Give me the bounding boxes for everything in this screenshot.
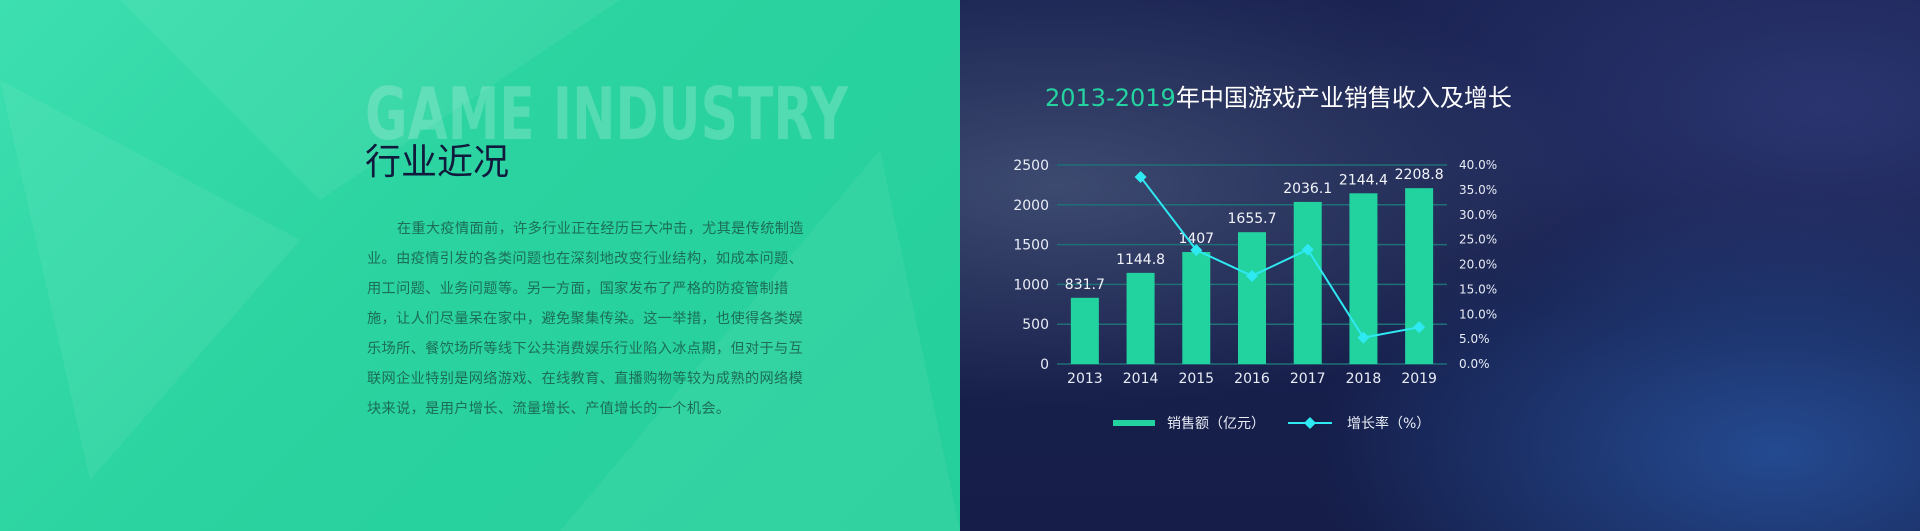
legend-line-label: 增长率（%） [1347,415,1430,432]
growth-point-diamond [1246,269,1258,282]
y-left-tick-label: 1000 [1013,277,1049,293]
bar-2016 [1238,232,1266,364]
background-word-text: GAME INDUSTRY [365,84,849,148]
section-title: 行业近况 [365,142,510,183]
legend-diamond-icon [1304,417,1316,429]
y-left-tick-label: 1500 [1013,238,1049,254]
bar-2017 [1293,201,1322,364]
y-right-tick-label: 40.0% [1459,158,1497,172]
bar-data-label: 831.7 [1065,277,1105,293]
growth-line [1139,176,1420,339]
x-tick-label: 2013 [1067,371,1103,387]
growth-point-diamond [1357,331,1370,344]
y-right-tick-label: 10.0% [1459,307,1497,321]
bar-2019 [1405,188,1434,364]
chart-title: 2013-2019年中国游戏产业销售收入及增长 [1045,78,1512,113]
growth-point-diamond [1190,244,1203,257]
x-tick-label: 2019 [1401,371,1437,387]
y-left-tick-label: 2000 [1013,198,1049,214]
x-tick-label: 2015 [1178,371,1214,387]
legend-bar-swatch [1113,420,1155,426]
y-right-tick-label: 20.0% [1459,258,1497,272]
chart-title-text: 年中国游戏产业销售收入及增长 [1175,84,1512,112]
bar-2015 [1182,252,1211,364]
growth-point-diamond [1134,170,1147,183]
bar-data-label: 1407 [1178,231,1214,247]
y-right-tick-label: 15.0% [1459,282,1497,296]
chart-title-years: 2013-2019 [1045,84,1176,112]
y-left-tick-label: 2500 [1013,158,1049,174]
right-panel [960,0,1920,531]
bar-data-label: 1655.7 [1228,211,1277,227]
legend-bar-label: 销售额（亿元） [1167,416,1265,432]
y-right-tick-label: 0.0% [1459,357,1490,371]
x-tick-label: 2014 [1123,371,1159,387]
bar-data-label: 2208.8 [1395,167,1444,183]
bar-2014 [1126,272,1155,364]
y-right-tick-label: 30.0% [1459,208,1497,222]
bar-data-label: 2036.1 [1283,181,1332,197]
intro-paragraph: 在重大疫情面前，许多行业正在经历巨大冲击，尤其是传统制造业。由疫情引发的各类问题… [367,221,804,417]
y-left-tick-label: 500 [1022,317,1049,333]
x-tick-label: 2016 [1234,371,1270,387]
bar-2013 [1070,297,1099,364]
background-word: GAME INDUSTRY [365,84,849,148]
x-tick-label: 2018 [1346,371,1382,387]
bar-data-label: 1144.8 [1116,252,1165,268]
x-tick-label: 2017 [1290,371,1326,387]
y-right-tick-label: 25.0% [1459,233,1497,247]
y-right-tick-label: 5.0% [1459,332,1490,346]
y-right-tick-label: 35.0% [1459,183,1497,197]
growth-point-diamond [1413,321,1426,334]
y-left-tick-label: 0 [1040,357,1049,373]
left-panel [0,0,960,531]
growth-point-diamond [1301,243,1314,256]
bar-data-label: 2144.4 [1339,172,1388,188]
